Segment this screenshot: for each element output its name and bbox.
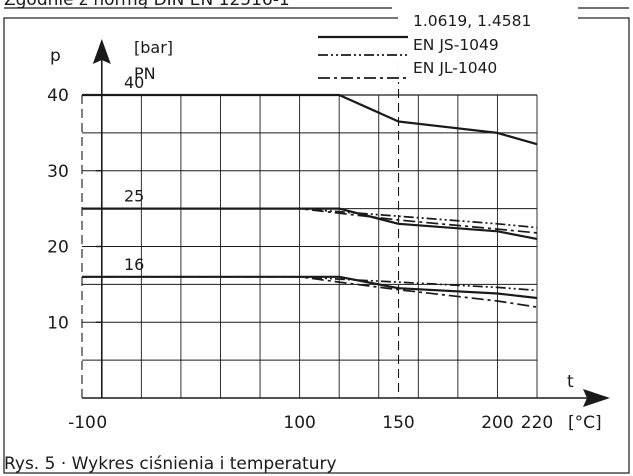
legend-label: EN JL-1040 [413, 59, 497, 77]
y-tick-label: 20 [47, 238, 69, 258]
y-tick-label: 30 [47, 162, 69, 182]
series-line-dash-dot-dot [82, 275, 538, 292]
y-axis-arrow [92, 39, 111, 64]
pn-level-label: 16 [124, 255, 144, 274]
figure-frame [3, 17, 630, 474]
grid [81, 47, 538, 398]
x-tick-label: 220 [521, 413, 553, 433]
x-axis-arrow [583, 389, 610, 407]
pn-level-label: 25 [124, 187, 144, 206]
x-axis-label: t [567, 372, 574, 392]
series-line-solid [82, 93, 538, 146]
y-axis-label: p [50, 46, 61, 66]
y-tick-label: 40 [47, 86, 69, 106]
x-axis-unit: [°C] [568, 413, 602, 433]
series-line-dash-dot [82, 275, 538, 308]
axes [82, 39, 610, 407]
tick-labels: -10 0 100 150 200 220 10 20 30 40 40 25 16 [47, 73, 553, 433]
y-axis-unit: [bar] [134, 38, 173, 57]
figure-caption: Rys. 5 · Wykres ciśnienia i temperatury [4, 454, 337, 474]
x-tick-label: -10 [68, 413, 96, 433]
pn-label: PN [134, 64, 156, 83]
series-line-solid [82, 207, 538, 240]
x-tick-label: 200 [481, 413, 513, 433]
series-line-solid [82, 275, 538, 300]
y-tick-label: 10 [47, 313, 69, 333]
pn-level-label: 40 [124, 73, 144, 92]
legend: 1.0619, 1.4581 EN JS-1049 EN JL-1040 [318, 12, 531, 79]
x-tick-label: 150 [382, 413, 414, 433]
x-tick-label: 100 [283, 413, 315, 433]
series-line-dash-dot-dot [82, 207, 538, 229]
legend-label: EN JS-1049 [413, 36, 499, 54]
series-group [82, 93, 538, 308]
x-tick-label: 0 [96, 413, 107, 433]
series-line-dash-dot [82, 207, 538, 234]
legend-label: 1.0619, 1.4581 [413, 12, 531, 30]
legend-background [398, 12, 578, 82]
header-text: Zgodnie z normą DIN EN 12516-1 [4, 0, 290, 10]
